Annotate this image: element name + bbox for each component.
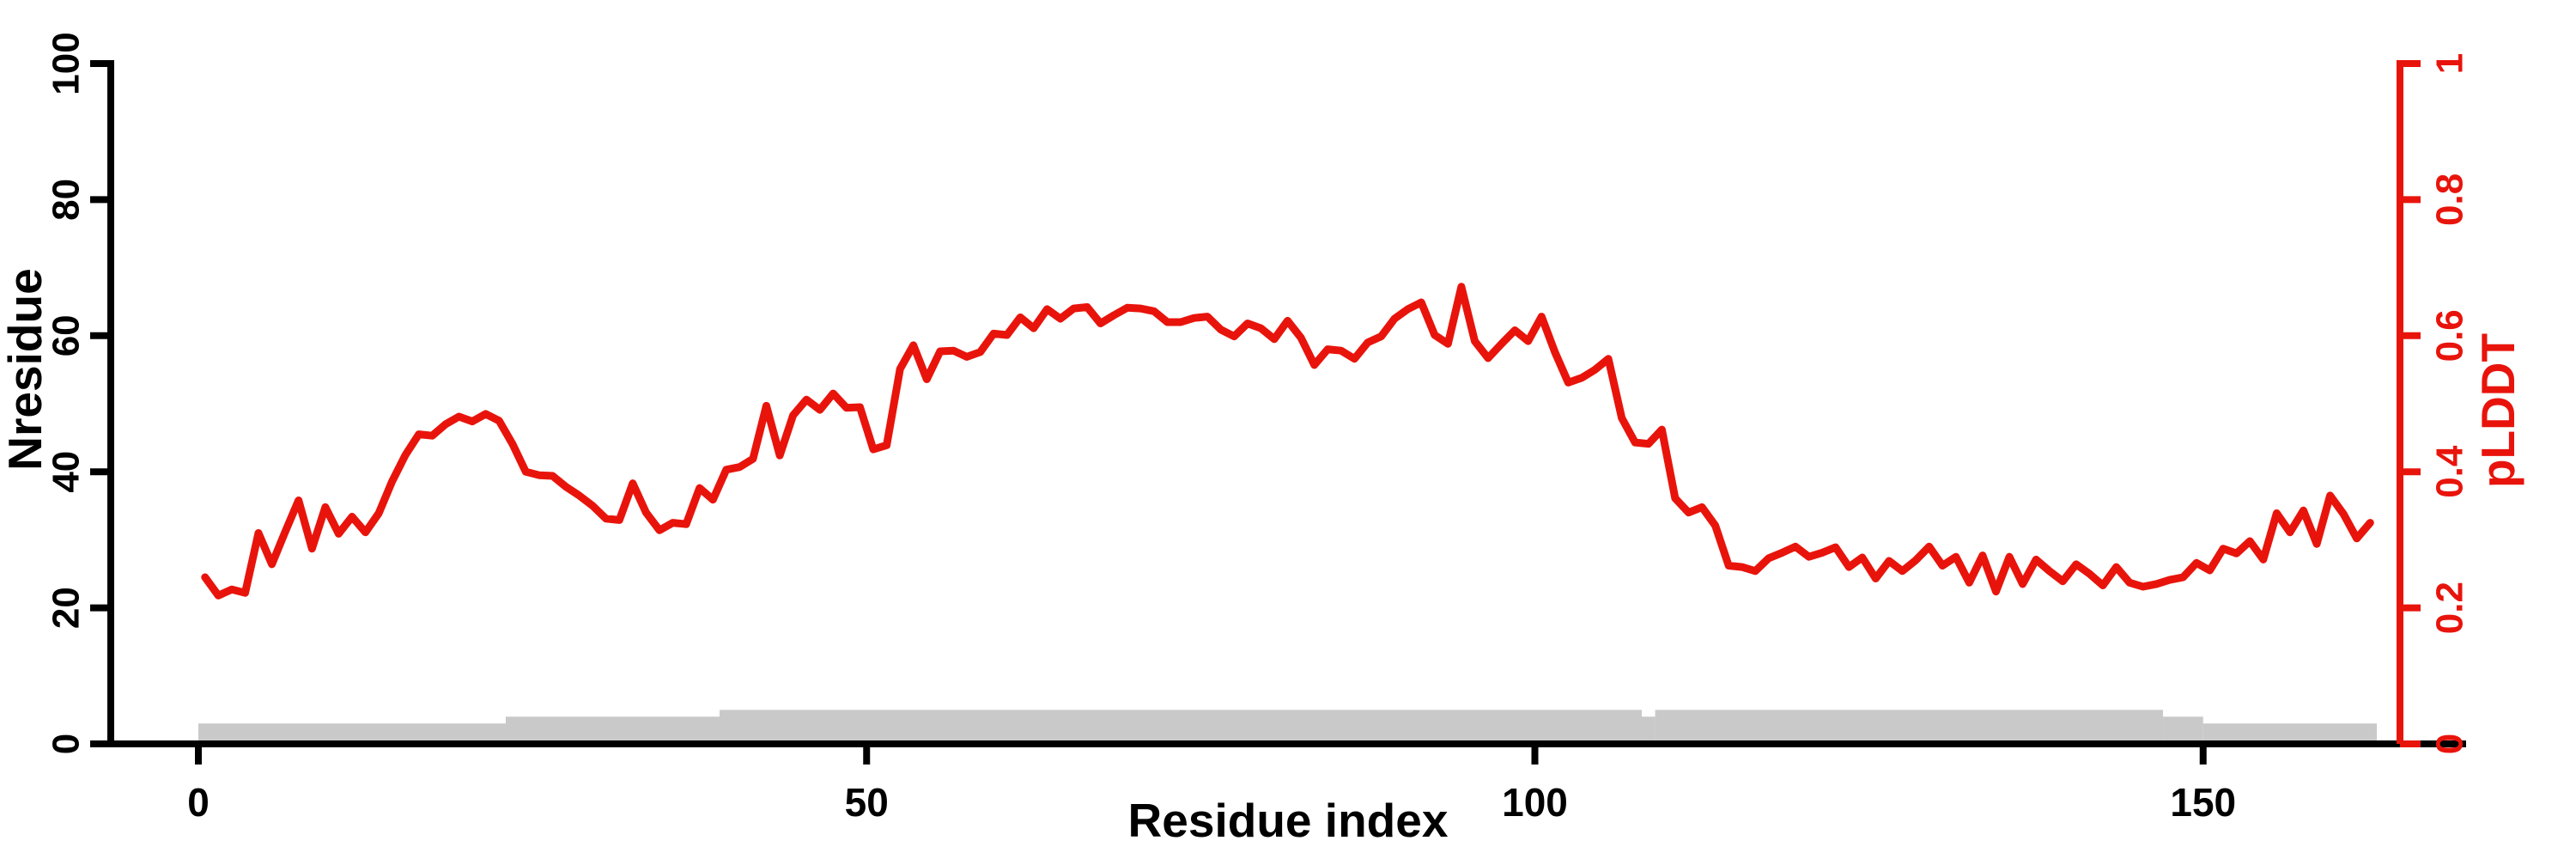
nresidue-bar-segment: [1655, 710, 2164, 744]
right-tick-label: 0.8: [2429, 174, 2471, 226]
axes: [107, 60, 2466, 747]
left-tick-label: 40: [46, 451, 88, 493]
left-tick-label: 60: [46, 314, 88, 356]
nresidue-bar-segment: [1642, 716, 1656, 744]
right-tick-label: 0.2: [2429, 582, 2471, 634]
x-tick-label: 50: [845, 780, 889, 825]
nresidue-bar-segment: [720, 710, 1643, 744]
left-axis-ticks: 0 20 40 60 80 100: [46, 32, 111, 754]
x-tick-label: 150: [2170, 780, 2236, 825]
x-axis-ticks: 0 50 100 150: [187, 744, 2236, 825]
right-axis-title: pLDDT: [2471, 333, 2524, 488]
right-tick-label: 0.4: [2429, 445, 2471, 498]
left-axis-title: Nresidue: [0, 268, 52, 470]
left-tick-label: 0: [46, 734, 88, 754]
nresidue-bar-segment: [198, 723, 506, 744]
x-tick-label: 0: [187, 780, 210, 825]
x-tick-label: 100: [1502, 780, 1568, 825]
nresidue-step-area: [198, 710, 2378, 744]
left-tick-label: 80: [46, 179, 88, 221]
nresidue-bar-segment: [2202, 723, 2378, 744]
nresidue-bar-segment: [2163, 716, 2203, 744]
right-tick-label: 1: [2429, 53, 2471, 74]
right-axis-ticks: 0 0.2 0.4 0.6 0.8 1: [2400, 53, 2471, 754]
right-tick-label: 0.6: [2429, 309, 2471, 362]
nresidue-bar-segment: [505, 716, 720, 744]
x-axis-title: Residue index: [1128, 794, 1449, 847]
left-tick-label: 20: [46, 587, 88, 629]
plddt-line: [201, 283, 2374, 600]
left-tick-label: 100: [46, 32, 88, 94]
right-tick-label: 0: [2429, 734, 2471, 754]
